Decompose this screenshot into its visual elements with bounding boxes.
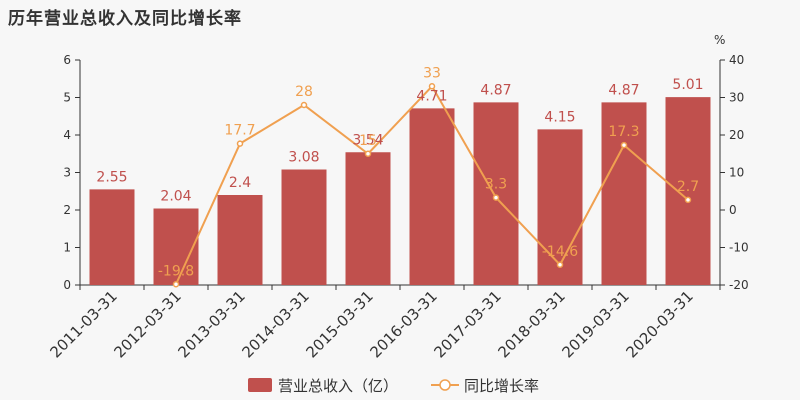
x-tick-label: 2017-03-31: [430, 287, 504, 361]
y-right-tick-label: 30: [729, 91, 744, 105]
growth-point: [556, 261, 564, 268]
bar: [665, 97, 711, 285]
growth-value-label: -14.6: [542, 244, 578, 260]
x-tick-label: 2015-03-31: [302, 287, 376, 361]
growth-value-label: 2.7: [677, 179, 699, 195]
bar-value-label: 4.87: [608, 82, 639, 98]
x-tick-label: 2014-03-31: [238, 287, 312, 361]
legend-bar-swatch: [248, 378, 272, 392]
y-left-tick-label: 2: [63, 203, 71, 217]
x-tick-label: 2020-03-31: [622, 287, 696, 361]
bar-value-label: 2.4: [229, 175, 251, 191]
x-tick-label: 2016-03-31: [366, 287, 440, 361]
growth-point: [364, 150, 372, 157]
legend-line-marker: [439, 379, 451, 391]
bar-series: [89, 97, 711, 285]
growth-point: [492, 194, 500, 201]
growth-value-label: 3.3: [485, 177, 507, 193]
x-tick-label: 2019-03-31: [558, 287, 632, 361]
growth-value-label: 17.7: [224, 123, 255, 139]
y-right-unit: %: [714, 33, 725, 47]
bar: [89, 189, 135, 285]
growth-point: [300, 101, 308, 109]
bar: [409, 108, 455, 285]
y-left-tick-label: 4: [63, 128, 71, 142]
y-left-tick-label: 3: [63, 166, 71, 180]
legend-line-label: 同比增长率: [464, 377, 539, 395]
y-right-tick-label: 20: [729, 128, 744, 142]
x-tick-label: 2018-03-31: [494, 287, 568, 361]
y-right-tick-label: 0: [729, 203, 737, 217]
legend: 营业总收入（亿） 同比增长率: [248, 377, 539, 395]
y-left-tick-label: 6: [63, 53, 71, 67]
bar: [217, 195, 263, 285]
growth-point: [172, 281, 180, 288]
growth-point: [684, 196, 692, 204]
y-left-tick-label: 0: [63, 278, 71, 292]
bar: [537, 129, 583, 285]
bar-value-label: 3.54: [352, 132, 383, 148]
y-left-tick-label: 1: [63, 241, 71, 255]
y-left-tick-label: 5: [63, 91, 71, 105]
growth-point: [428, 83, 436, 90]
bar-value-label: 4.15: [544, 109, 575, 125]
growth-value-label: 17.3: [608, 124, 639, 140]
bar-value-label: 2.04: [160, 189, 191, 205]
bar: [345, 152, 391, 285]
growth-point: [620, 141, 628, 149]
chart-title: 历年营业总收入及同比增长率: [8, 9, 242, 29]
growth-value-label: 28: [295, 84, 313, 100]
y-right-tick-label: -10: [729, 241, 749, 255]
growth-value-label: 33: [423, 65, 441, 81]
bar: [473, 102, 519, 285]
growth-value-label: 15: [359, 133, 377, 149]
y-right-tick-label: 40: [729, 53, 744, 67]
bar: [601, 102, 647, 285]
line-series: [172, 83, 692, 288]
bar: [281, 169, 327, 285]
y-right-tick-label: 10: [729, 166, 744, 180]
x-tick-label: 2013-03-31: [174, 287, 248, 361]
legend-bar-label: 营业总收入（亿）: [278, 377, 398, 395]
bar-value-label: 5.01: [672, 77, 703, 93]
x-tick-label: 2012-03-31: [110, 287, 184, 361]
data-labels: 2.55 2.04 2.4 3.08 3.54 4.71 4.87 4.15 4.87 5.01 -…: [96, 65, 703, 279]
growth-point: [236, 140, 244, 147]
y-right-tick-label: -20: [729, 278, 749, 292]
bar-value-label: 4.71: [416, 88, 447, 104]
x-tick-label: 2011-03-31: [46, 287, 120, 361]
bar-value-label: 3.08: [288, 150, 319, 166]
bar: [153, 208, 199, 285]
bar-value-label: 4.87: [480, 82, 511, 98]
growth-value-label: -19.8: [158, 263, 194, 279]
bar-value-label: 2.55: [96, 169, 127, 185]
